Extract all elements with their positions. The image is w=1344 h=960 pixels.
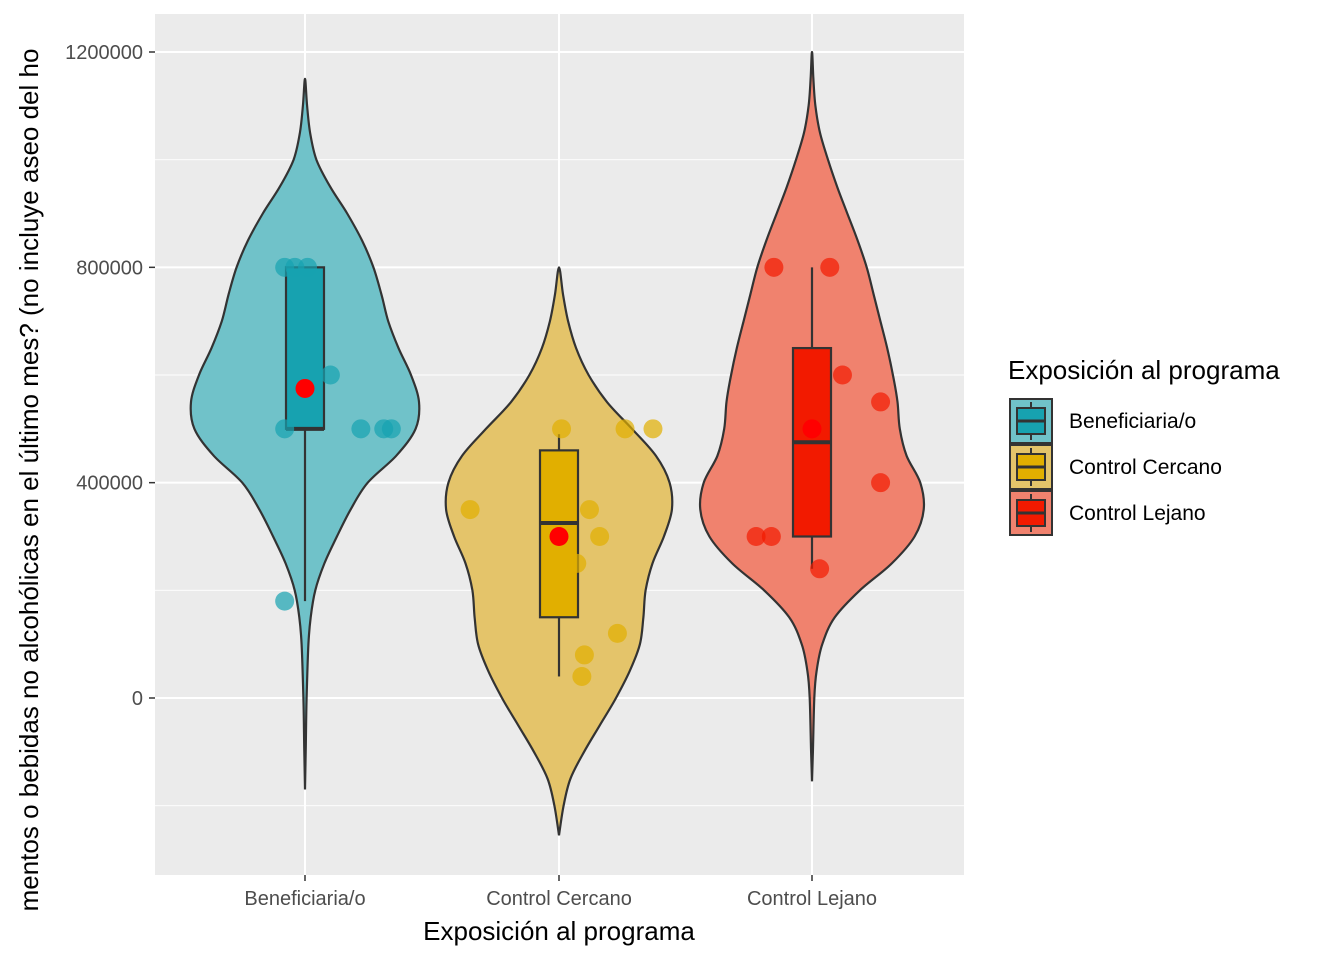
data-point [871,473,891,493]
data-point [590,527,610,546]
x-tick-label: Control Lejano [747,888,877,910]
data-point [298,257,318,277]
data-point [643,419,663,439]
data-point [579,500,599,520]
data-point [567,553,587,573]
legend-key-1: Beneficiaria/o [1009,398,1196,444]
mean-point [295,378,315,398]
legend-label: Beneficiaria/o [1069,410,1196,433]
legend-keys: Beneficiaria/o Control Cercano Control Lej… [1009,398,1222,536]
data-point [832,365,852,385]
data-point [574,645,594,665]
data-point [351,419,371,439]
y-tick-label: 1200000 [65,42,143,64]
data-point [607,623,627,643]
legend-label: Control Cercano [1069,456,1222,479]
mean-points [295,378,822,546]
data-point [746,527,766,546]
mean-point [802,419,822,439]
x-tick-label: Beneficiaria/o [244,888,365,910]
data-point [871,392,891,412]
jitter-points [275,257,891,686]
y-tick-label: 800000 [76,257,143,279]
data-point [552,419,572,439]
data-point [275,419,295,439]
data-point [761,527,781,546]
legend-key-3: Control Lejano [1009,490,1206,536]
legend-label: Control Lejano [1069,502,1206,525]
data-point [320,365,340,385]
y-axis: 0 400000 800000 1200000 [65,42,155,710]
boxplots [284,266,833,677]
data-point [615,419,635,439]
legend: Exposición al programa Beneficiaria/o Con… [1008,355,1280,536]
data-point [810,559,830,579]
x-tick-label: Control Cercano [486,888,632,910]
data-point [381,419,401,439]
data-point [460,500,480,520]
data-point [820,257,840,277]
mean-point [549,527,569,546]
y-tick-label: 400000 [76,473,143,495]
y-tick-label: 0 [132,688,143,710]
box-1 [284,266,326,430]
data-point [572,666,592,686]
legend-title: Exposición al programa [1008,355,1280,385]
data-point [275,591,295,611]
x-axis: Beneficiaria/o Control Cercano Control Lej… [244,875,877,910]
x-axis-title: Exposición al programa [423,916,695,946]
legend-key-2: Control Cercano [1009,444,1222,490]
data-point [764,257,784,277]
y-axis-title: mentos o bebidas no alcohólicas en el úl… [14,49,44,912]
